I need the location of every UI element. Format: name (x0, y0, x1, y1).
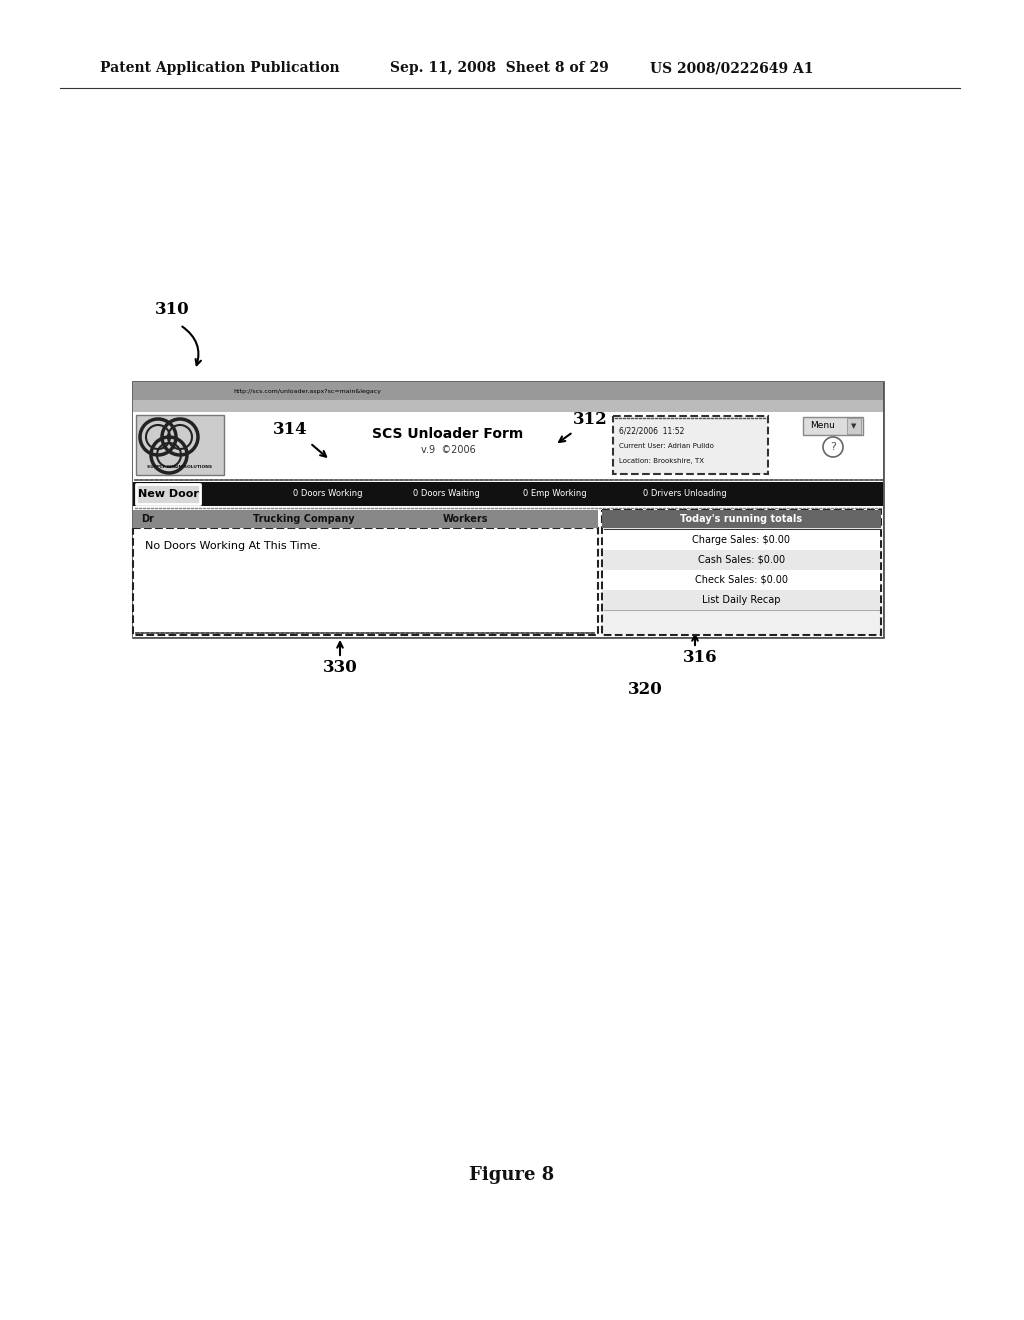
Text: Location: Brookshire, TX: Location: Brookshire, TX (618, 458, 705, 465)
Bar (603, 550, 880, 570)
Text: ▼: ▼ (851, 422, 857, 429)
Text: Cash Sales: $0.00: Cash Sales: $0.00 (698, 554, 785, 565)
Text: Dr: Dr (141, 513, 154, 524)
Text: Menu: Menu (811, 421, 836, 430)
Text: Today's running totals: Today's running totals (680, 513, 803, 524)
Text: 0 Doors Waiting: 0 Doors Waiting (413, 490, 480, 499)
Text: 314: 314 (272, 421, 307, 438)
Text: 0 Drivers Unloading: 0 Drivers Unloading (643, 490, 727, 499)
Text: Figure 8: Figure 8 (469, 1166, 555, 1184)
Text: 0 Doors Working: 0 Doors Working (293, 490, 362, 499)
Text: v.9  ©2006: v.9 ©2006 (421, 445, 475, 455)
Bar (133, 482, 883, 506)
Bar (602, 510, 881, 635)
Text: New Door: New Door (137, 488, 199, 499)
Text: 6/22/2006  11:52: 6/22/2006 11:52 (618, 426, 684, 436)
Text: List Daily Recap: List Daily Recap (702, 595, 780, 605)
Text: No Doors Working At This Time.: No Doors Working At This Time. (145, 541, 321, 550)
Bar (603, 570, 880, 590)
Text: Sep. 11, 2008  Sheet 8 of 29: Sep. 11, 2008 Sheet 8 of 29 (390, 61, 608, 75)
Text: ?: ? (830, 442, 836, 451)
Bar (136, 414, 224, 475)
Text: Check Sales: $0.00: Check Sales: $0.00 (695, 576, 788, 585)
Text: Workers: Workers (443, 513, 488, 524)
Text: Trucking Company: Trucking Company (253, 513, 354, 524)
Bar (602, 510, 881, 528)
Bar (613, 416, 768, 474)
Text: SCS Unloader Form: SCS Unloader Form (373, 426, 523, 441)
Text: SUPPLY CHAIN SOLUTIONS: SUPPLY CHAIN SOLUTIONS (147, 465, 213, 469)
Text: 0 Emp Working: 0 Emp Working (523, 490, 587, 499)
Text: 316: 316 (683, 649, 718, 667)
Text: Patent Application Publication: Patent Application Publication (100, 61, 340, 75)
Bar (133, 381, 883, 638)
Bar (603, 531, 880, 550)
Text: http://scs.com/unloader.aspx?sc=main&legacy: http://scs.com/unloader.aspx?sc=main&leg… (233, 388, 381, 393)
Text: 320: 320 (628, 681, 663, 698)
Bar (136, 484, 200, 504)
Bar (603, 590, 880, 610)
Bar (133, 412, 883, 638)
Text: Charge Sales: $0.00: Charge Sales: $0.00 (692, 535, 791, 545)
Text: 318: 318 (177, 421, 212, 438)
Text: Current User: Adrian Pulido: Current User: Adrian Pulido (618, 444, 714, 449)
Text: 312: 312 (572, 412, 607, 429)
Bar (133, 510, 598, 528)
Bar (133, 381, 883, 400)
Bar (803, 417, 863, 436)
Bar (133, 400, 883, 412)
Text: 330: 330 (323, 660, 357, 676)
Bar (133, 528, 598, 635)
Text: 310: 310 (155, 301, 189, 318)
Text: US 2008/0222649 A1: US 2008/0222649 A1 (650, 61, 813, 75)
Bar (847, 418, 861, 434)
